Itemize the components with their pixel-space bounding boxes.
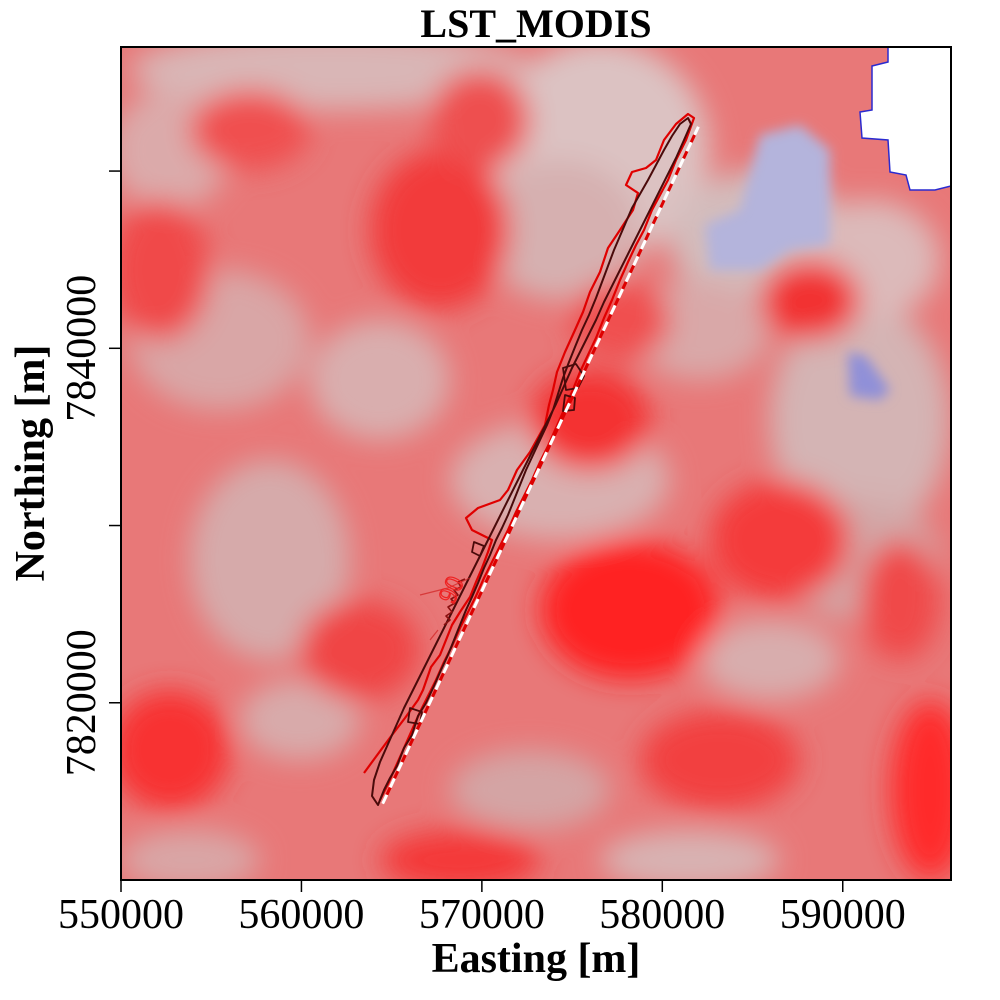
x-axis: 550000 560000 570000 580000 590000	[58, 879, 951, 938]
x-tick-label: 550000	[58, 892, 184, 938]
y-axis-label: Northing [m]	[8, 345, 54, 582]
x-tick-label: 590000	[780, 892, 906, 938]
contour-inner-dark	[371, 117, 692, 806]
contour-lines	[363, 112, 696, 806]
contour-loop-4	[471, 541, 485, 557]
contour-zigzag	[443, 578, 466, 626]
contour-faint	[419, 577, 471, 641]
y-tick-label: 7820000	[59, 629, 105, 776]
x-tick-label: 580000	[599, 892, 725, 938]
nodata-area	[859, 47, 951, 191]
y-tick-label: 7840000	[59, 275, 105, 422]
map-title: LST_MODIS	[420, 1, 651, 46]
x-axis-label: Easting [m]	[432, 936, 641, 982]
contour-outer-red	[363, 112, 696, 801]
x-tick-label: 560000	[238, 892, 364, 938]
y-axis: 7820000 7840000	[59, 47, 122, 880]
transect-red-dash	[381, 126, 700, 805]
transect-line	[381, 126, 700, 805]
x-tick-label: 570000	[419, 892, 545, 938]
lst-raster	[121, 47, 951, 880]
